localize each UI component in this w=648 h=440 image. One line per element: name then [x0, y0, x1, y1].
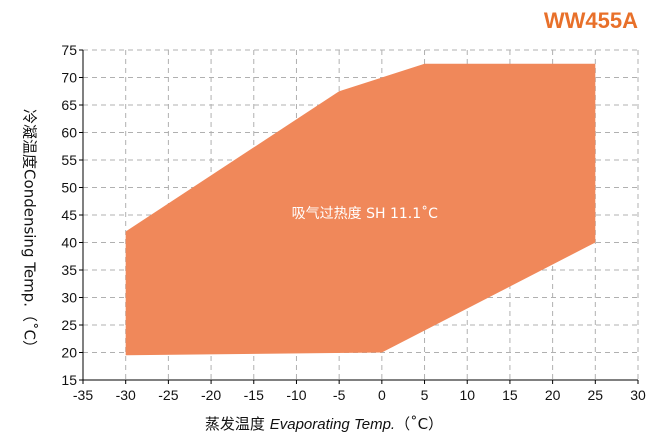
x-tick-label: -15 — [244, 387, 264, 403]
y-tick-label: 30 — [61, 290, 77, 306]
y-axis-label: 冷凝温度Condensing Temp.（˚C） — [20, 109, 39, 355]
x-tick-label: -20 — [201, 387, 221, 403]
y-tick-label: 15 — [61, 372, 77, 388]
y-tick-label: 60 — [61, 125, 77, 141]
x-tick-label: 25 — [588, 387, 604, 403]
x-tick-label: -30 — [116, 387, 136, 403]
y-tick-label: 70 — [61, 70, 77, 86]
model-title: WW455A — [543, 8, 638, 33]
operating-envelope-area — [125, 63, 596, 356]
x-tick-label: 5 — [421, 387, 429, 403]
y-tick-label: 45 — [61, 207, 77, 223]
x-tick-label: -5 — [333, 387, 346, 403]
x-tick-label: -10 — [286, 387, 306, 403]
y-tick-label: 65 — [61, 97, 77, 113]
x-tick-label: -35 — [73, 387, 93, 403]
x-axis-label: 蒸发温度 Evaporating Temp.（˚C） — [0, 413, 648, 434]
y-tick-label: 25 — [61, 317, 77, 333]
x-axis-label-cn: 蒸发温度 — [204, 415, 265, 433]
x-tick-labels: -35 -30 -25 -20 -15 -10 -5 0 5 10 15 20 25 30 — [73, 387, 646, 403]
y-tick-label: 50 — [61, 180, 77, 196]
x-tick-label: 20 — [545, 387, 561, 403]
superheat-annotation: 吸气过热度 SH 11.1˚C — [292, 205, 438, 222]
y-tick-label: 55 — [61, 152, 77, 168]
x-axis-label-unit: （˚C） — [395, 415, 444, 433]
x-tick-label: 0 — [378, 387, 386, 403]
x-axis-label-en: Evaporating Temp. — [269, 416, 396, 433]
x-tick-label: 10 — [459, 387, 475, 403]
y-tick-label: 75 — [61, 42, 77, 58]
y-tick-label: 20 — [61, 345, 77, 361]
x-tick-label: 15 — [502, 387, 518, 403]
axes — [79, 49, 639, 384]
y-tick-label: 35 — [61, 262, 77, 278]
x-tick-label: 30 — [630, 387, 646, 403]
x-tick-label: -25 — [158, 387, 178, 403]
y-tick-label: 40 — [61, 235, 77, 251]
y-tick-labels: 15 20 25 30 35 40 45 50 55 60 65 70 75 — [61, 42, 77, 388]
